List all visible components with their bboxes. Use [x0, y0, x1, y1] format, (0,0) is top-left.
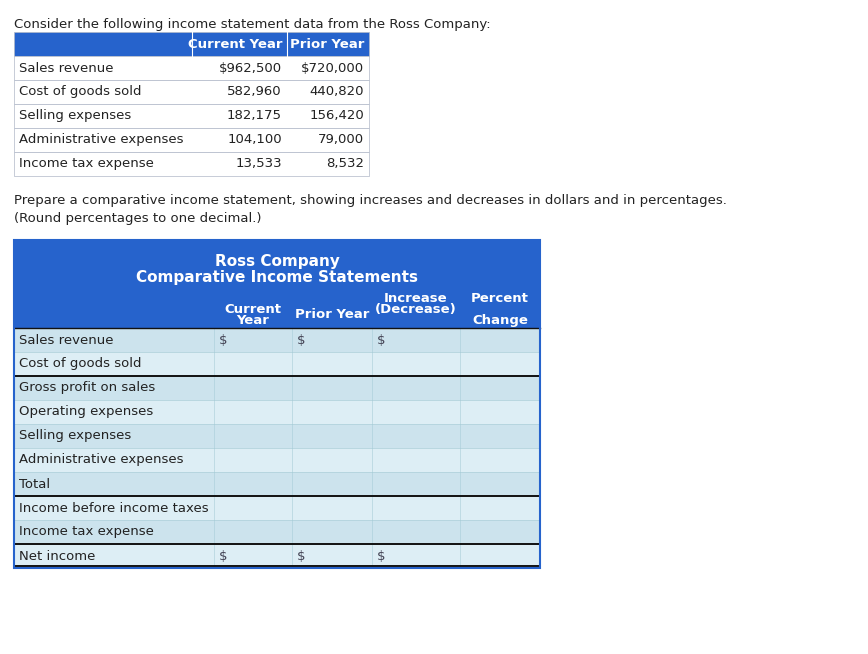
Text: Income tax expense: Income tax expense — [19, 526, 154, 538]
Bar — [14, 448, 540, 472]
Text: Cost of goods sold: Cost of goods sold — [19, 86, 141, 99]
Text: Consider the following income statement data from the Ross Company:: Consider the following income statement … — [14, 18, 490, 31]
Text: Administrative expenses: Administrative expenses — [19, 453, 183, 466]
Text: Net income: Net income — [19, 549, 95, 562]
Text: Year: Year — [237, 314, 269, 327]
Text: (Decrease): (Decrease) — [375, 303, 457, 316]
Bar — [14, 376, 540, 400]
Bar — [14, 400, 540, 424]
Text: Income tax expense: Income tax expense — [19, 158, 154, 171]
Bar — [14, 352, 540, 376]
Text: Sales revenue: Sales revenue — [19, 334, 114, 347]
Bar — [14, 472, 540, 496]
Bar — [14, 80, 369, 104]
Text: $: $ — [297, 334, 306, 347]
Text: $: $ — [297, 549, 306, 562]
Text: Change: Change — [472, 314, 528, 327]
Bar — [14, 496, 540, 520]
Bar — [14, 56, 369, 80]
Bar — [14, 152, 369, 176]
Text: Ross Company: Ross Company — [214, 254, 339, 269]
Text: Total: Total — [19, 477, 50, 490]
Text: Operating expenses: Operating expenses — [19, 405, 154, 419]
Text: 182,175: 182,175 — [227, 109, 282, 122]
Text: 79,000: 79,000 — [318, 133, 364, 146]
Bar — [14, 424, 540, 448]
Text: Current: Current — [225, 303, 281, 316]
Bar — [14, 104, 369, 128]
Text: $: $ — [219, 334, 227, 347]
Text: $962,500: $962,500 — [219, 61, 282, 75]
Text: $: $ — [377, 549, 385, 562]
Text: 13,533: 13,533 — [235, 158, 282, 171]
Bar — [14, 520, 540, 544]
Bar — [14, 240, 540, 568]
Text: $: $ — [219, 549, 227, 562]
Text: 156,420: 156,420 — [309, 109, 364, 122]
Text: Administrative expenses: Administrative expenses — [19, 133, 183, 146]
Text: 440,820: 440,820 — [310, 86, 364, 99]
Text: Income before income taxes: Income before income taxes — [19, 502, 208, 515]
Text: 582,960: 582,960 — [227, 86, 282, 99]
Text: Percent: Percent — [471, 292, 529, 305]
Text: Gross profit on sales: Gross profit on sales — [19, 381, 155, 394]
Text: $: $ — [377, 334, 385, 347]
Text: Selling expenses: Selling expenses — [19, 109, 131, 122]
Bar — [14, 544, 540, 568]
Bar — [14, 32, 369, 56]
Text: Comparative Income Statements: Comparative Income Statements — [136, 270, 418, 285]
Text: Selling expenses: Selling expenses — [19, 430, 131, 443]
Text: Prior Year: Prior Year — [295, 308, 369, 321]
Text: Cost of goods sold: Cost of goods sold — [19, 358, 141, 371]
Text: 8,532: 8,532 — [326, 158, 364, 171]
Text: Prior Year: Prior Year — [290, 37, 364, 50]
Text: (Round percentages to one decimal.): (Round percentages to one decimal.) — [14, 212, 261, 225]
Text: Current Year: Current Year — [187, 37, 282, 50]
Text: 104,100: 104,100 — [227, 133, 282, 146]
Text: Prepare a comparative income statement, showing increases and decreases in dolla: Prepare a comparative income statement, … — [14, 194, 727, 207]
Text: Sales revenue: Sales revenue — [19, 61, 114, 75]
Text: Increase: Increase — [385, 292, 448, 305]
Bar — [14, 128, 369, 152]
Bar — [14, 240, 540, 328]
Text: $720,000: $720,000 — [301, 61, 364, 75]
Bar — [14, 328, 540, 352]
